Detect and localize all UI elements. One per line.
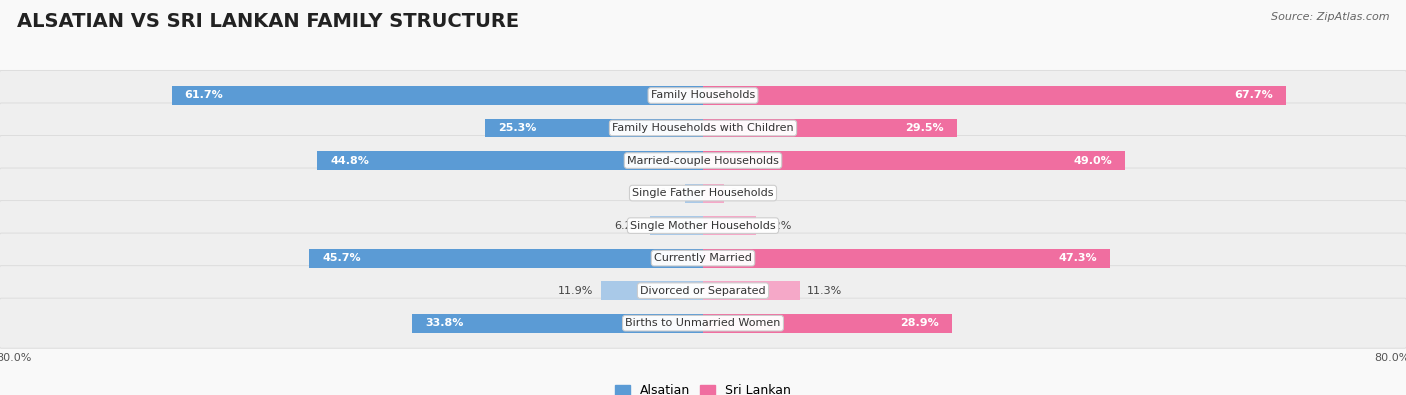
Text: Currently Married: Currently Married (654, 253, 752, 263)
Text: Divorced or Separated: Divorced or Separated (640, 286, 766, 296)
Bar (703, 184, 724, 203)
Bar (309, 249, 703, 267)
Text: 33.8%: 33.8% (425, 318, 463, 328)
Text: ALSATIAN VS SRI LANKAN FAMILY STRUCTURE: ALSATIAN VS SRI LANKAN FAMILY STRUCTURE (17, 12, 519, 31)
Bar (703, 281, 800, 300)
Text: Source: ZipAtlas.com: Source: ZipAtlas.com (1271, 12, 1389, 22)
FancyBboxPatch shape (0, 103, 1406, 153)
Text: Births to Unmarried Women: Births to Unmarried Women (626, 318, 780, 328)
Text: 11.9%: 11.9% (558, 286, 593, 296)
Text: 2.4%: 2.4% (731, 188, 759, 198)
Text: 29.5%: 29.5% (905, 123, 945, 133)
Text: 45.7%: 45.7% (322, 253, 361, 263)
Bar (318, 151, 703, 170)
Legend: Alsatian, Sri Lankan: Alsatian, Sri Lankan (610, 379, 796, 395)
Bar (172, 86, 703, 105)
FancyBboxPatch shape (0, 135, 1406, 186)
Bar (703, 314, 952, 333)
FancyBboxPatch shape (0, 201, 1406, 251)
Text: Married-couple Households: Married-couple Households (627, 156, 779, 166)
Text: 6.2%: 6.2% (614, 221, 643, 231)
Bar (650, 216, 703, 235)
FancyBboxPatch shape (0, 265, 1406, 316)
Text: Family Households: Family Households (651, 90, 755, 100)
Text: 47.3%: 47.3% (1059, 253, 1098, 263)
Bar (485, 118, 703, 137)
Text: 67.7%: 67.7% (1234, 90, 1272, 100)
Text: 25.3%: 25.3% (498, 123, 537, 133)
Text: 2.1%: 2.1% (650, 188, 678, 198)
Bar (412, 314, 703, 333)
FancyBboxPatch shape (0, 298, 1406, 348)
FancyBboxPatch shape (0, 70, 1406, 120)
Bar (703, 118, 957, 137)
Bar (703, 216, 756, 235)
Text: 44.8%: 44.8% (330, 156, 368, 166)
FancyBboxPatch shape (0, 168, 1406, 218)
Text: Family Households with Children: Family Households with Children (612, 123, 794, 133)
Bar (685, 184, 703, 203)
Text: 49.0%: 49.0% (1073, 156, 1112, 166)
Text: Single Mother Households: Single Mother Households (630, 221, 776, 231)
Text: Single Father Households: Single Father Households (633, 188, 773, 198)
Bar (703, 86, 1286, 105)
Text: 28.9%: 28.9% (900, 318, 939, 328)
Text: 6.2%: 6.2% (763, 221, 792, 231)
Bar (703, 151, 1125, 170)
Text: 61.7%: 61.7% (184, 90, 224, 100)
Bar (703, 249, 1111, 267)
Text: 11.3%: 11.3% (807, 286, 842, 296)
Bar (600, 281, 703, 300)
FancyBboxPatch shape (0, 233, 1406, 283)
